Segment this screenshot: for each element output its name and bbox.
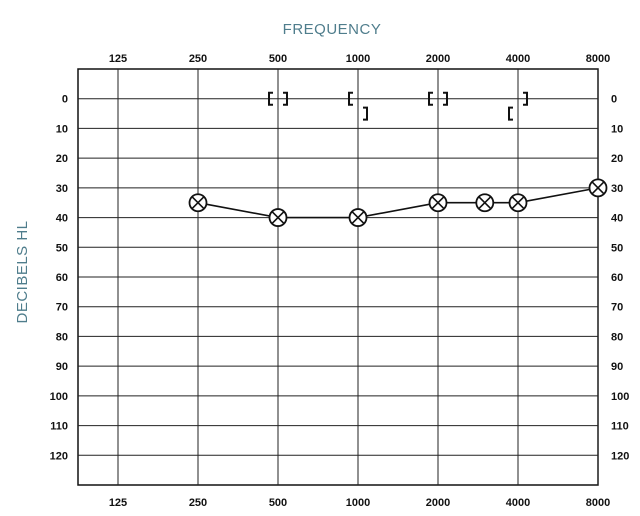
y-tick-right-0: 0: [611, 94, 617, 106]
y-tick-left-110: 110: [50, 421, 68, 433]
y-tick-right-70: 70: [611, 302, 623, 314]
marker-x-3000: [478, 196, 492, 210]
y-tick-right-100: 100: [611, 391, 629, 403]
x-tick-bottom-2000: 2000: [426, 497, 450, 509]
x-axis-title: FREQUENCY: [283, 21, 382, 38]
marker-bracket-left-1000: [348, 91, 353, 106]
x-tick-top-8000: 8000: [586, 53, 610, 65]
x-tick-top-1000: 1000: [346, 53, 370, 65]
y-tick-right-80: 80: [611, 331, 623, 343]
y-tick-right-90: 90: [611, 361, 623, 373]
x-tick-top-500: 500: [269, 53, 287, 65]
x-tick-top-125: 125: [109, 53, 127, 65]
y-tick-left-30: 30: [56, 183, 68, 195]
y-tick-right-10: 10: [611, 123, 623, 135]
x-tick-bottom-125: 125: [109, 497, 127, 509]
marker-bracket-right-1000: [363, 106, 368, 121]
x-tick-bottom-1000: 1000: [346, 497, 370, 509]
y-tick-left-40: 40: [56, 213, 68, 225]
x-tick-bottom-500: 500: [269, 497, 287, 509]
y-tick-left-120: 120: [50, 450, 68, 462]
y-tick-left-90: 90: [56, 361, 68, 373]
marker-bracket-right-500: [283, 91, 288, 106]
y-tick-right-20: 20: [611, 153, 623, 165]
y-axis-title: DECIBELS HL: [14, 220, 31, 323]
y-tick-right-50: 50: [611, 242, 623, 254]
series-line-circle-x: [197, 187, 599, 219]
marker-x-500: [271, 211, 285, 224]
y-tick-right-40: 40: [611, 213, 623, 225]
x-tick-top-2000: 2000: [426, 53, 450, 65]
y-tick-right-120: 120: [611, 450, 629, 462]
marker-x-8000: [591, 181, 605, 195]
y-tick-left-80: 80: [56, 331, 68, 343]
y-tick-right-30: 30: [611, 183, 623, 195]
marker-x-250: [191, 196, 205, 210]
y-tick-left-100: 100: [50, 391, 68, 403]
x-tick-bottom-4000: 4000: [506, 497, 530, 509]
marker-bracket-left-2000: [428, 91, 433, 106]
x-tick-bottom-250: 250: [189, 497, 207, 509]
x-tick-top-4000: 4000: [506, 53, 530, 65]
x-tick-top-250: 250: [189, 53, 207, 65]
marker-x-4000: [511, 196, 525, 210]
marker-bracket-left-4000: [508, 106, 513, 121]
y-tick-left-10: 10: [56, 123, 68, 135]
marker-x-2000: [431, 196, 445, 210]
y-tick-left-20: 20: [56, 153, 68, 165]
y-tick-right-60: 60: [611, 272, 623, 284]
y-tick-right-110: 110: [611, 421, 629, 433]
y-tick-left-50: 50: [56, 242, 68, 254]
y-tick-left-60: 60: [56, 272, 68, 284]
y-tick-left-70: 70: [56, 302, 68, 314]
marker-bracket-right-2000: [443, 91, 448, 106]
marker-x-1000: [351, 211, 365, 224]
y-tick-left-0: 0: [62, 94, 68, 106]
marker-bracket-left-500: [268, 91, 273, 106]
x-tick-bottom-8000: 8000: [586, 497, 610, 509]
marker-bracket-right-4000: [523, 91, 528, 106]
